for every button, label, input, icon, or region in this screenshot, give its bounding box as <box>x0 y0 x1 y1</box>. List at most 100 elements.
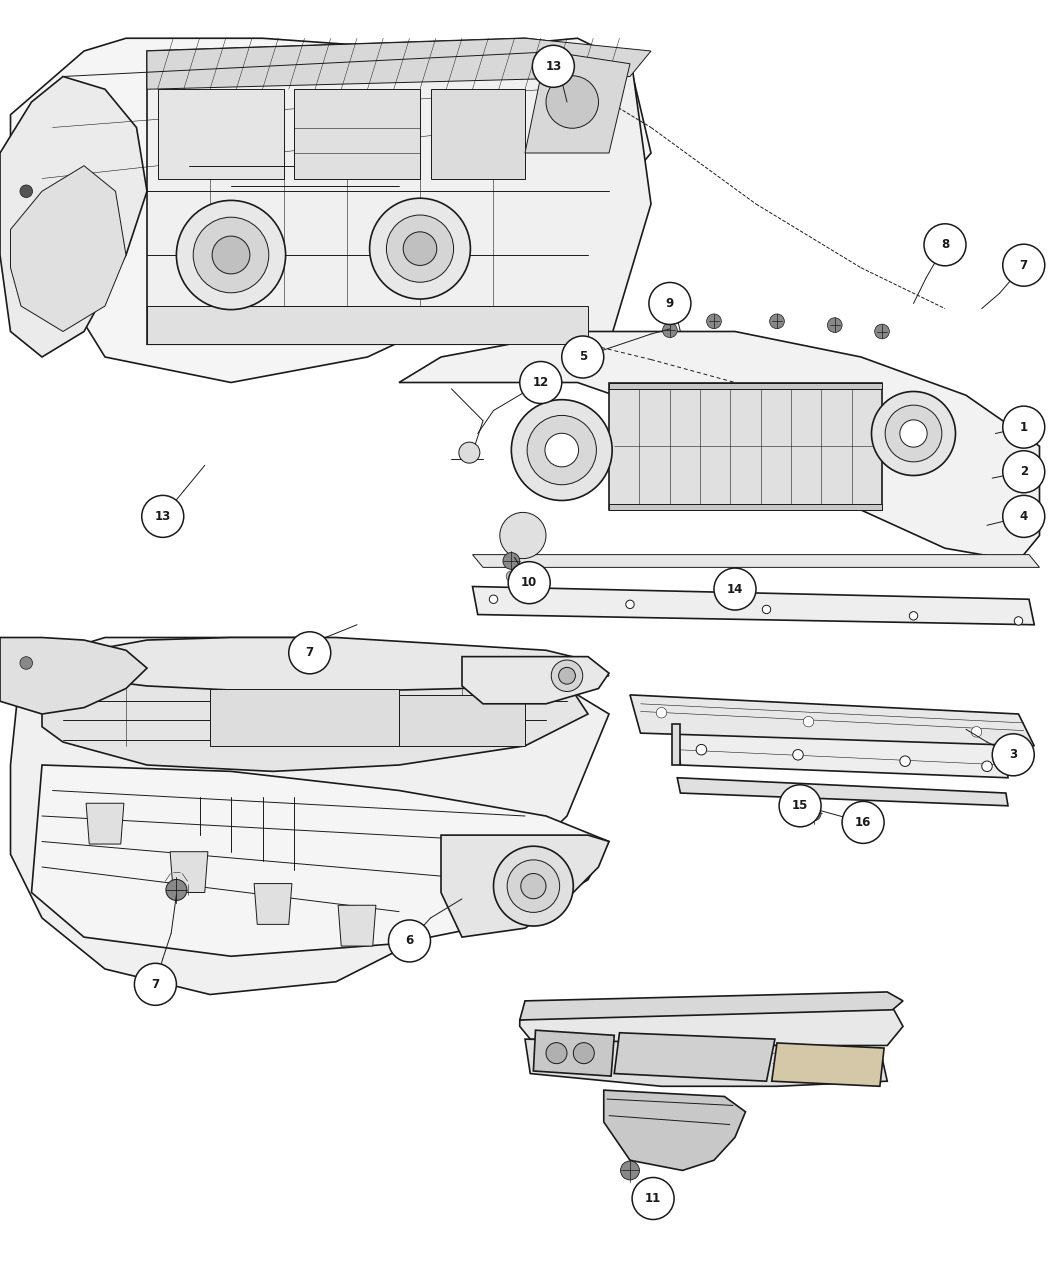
Polygon shape <box>609 382 882 510</box>
Circle shape <box>806 806 821 821</box>
Text: 13: 13 <box>154 510 171 523</box>
Circle shape <box>992 734 1034 775</box>
Polygon shape <box>21 638 609 691</box>
Circle shape <box>762 606 771 613</box>
Circle shape <box>842 802 884 843</box>
Polygon shape <box>0 0 1050 612</box>
Circle shape <box>532 46 574 87</box>
Circle shape <box>793 750 803 760</box>
Text: 8: 8 <box>941 238 949 251</box>
Polygon shape <box>147 38 651 344</box>
Text: 7: 7 <box>306 646 314 659</box>
Circle shape <box>521 873 546 899</box>
Circle shape <box>649 283 691 324</box>
Polygon shape <box>672 724 680 765</box>
Polygon shape <box>472 555 1040 567</box>
Circle shape <box>1003 496 1045 537</box>
Polygon shape <box>10 166 126 332</box>
Polygon shape <box>147 306 588 344</box>
Text: 3: 3 <box>1009 748 1017 761</box>
Circle shape <box>714 569 756 609</box>
Circle shape <box>779 785 821 826</box>
Circle shape <box>289 632 331 673</box>
Polygon shape <box>525 1039 887 1086</box>
Text: 12: 12 <box>532 376 549 389</box>
Circle shape <box>875 324 889 339</box>
Text: 2: 2 <box>1020 465 1028 478</box>
Polygon shape <box>399 332 1040 561</box>
Text: 11: 11 <box>645 1192 662 1205</box>
Text: 10: 10 <box>521 576 538 589</box>
Circle shape <box>494 847 573 926</box>
Polygon shape <box>254 884 292 924</box>
Circle shape <box>770 314 784 329</box>
Text: 9: 9 <box>666 297 674 310</box>
Polygon shape <box>772 1043 884 1086</box>
Circle shape <box>696 745 707 755</box>
Circle shape <box>982 761 992 771</box>
Polygon shape <box>520 992 903 1020</box>
Text: 15: 15 <box>792 799 809 812</box>
Circle shape <box>909 612 918 620</box>
Text: 7: 7 <box>151 978 160 991</box>
Circle shape <box>707 314 721 329</box>
Circle shape <box>546 75 598 129</box>
Polygon shape <box>147 38 651 89</box>
Polygon shape <box>609 382 882 389</box>
Text: 13: 13 <box>545 60 562 73</box>
Circle shape <box>551 660 583 691</box>
Polygon shape <box>441 835 609 937</box>
Circle shape <box>872 391 956 476</box>
Polygon shape <box>86 803 124 844</box>
Polygon shape <box>677 724 1008 778</box>
Circle shape <box>193 217 269 293</box>
Polygon shape <box>604 1090 746 1170</box>
Circle shape <box>803 717 814 727</box>
Circle shape <box>827 317 842 333</box>
Circle shape <box>500 513 546 558</box>
Circle shape <box>1003 245 1045 286</box>
Polygon shape <box>338 905 376 946</box>
Polygon shape <box>525 51 630 153</box>
Circle shape <box>527 416 596 484</box>
Circle shape <box>1003 407 1045 448</box>
Circle shape <box>562 337 604 377</box>
Circle shape <box>971 727 982 737</box>
Polygon shape <box>399 695 525 746</box>
Circle shape <box>370 198 470 300</box>
Circle shape <box>545 434 579 467</box>
Polygon shape <box>170 852 208 892</box>
Text: 6: 6 <box>405 935 414 947</box>
Circle shape <box>900 419 927 448</box>
Circle shape <box>626 601 634 608</box>
Circle shape <box>1003 451 1045 492</box>
Polygon shape <box>42 669 588 771</box>
Circle shape <box>621 1162 639 1179</box>
Circle shape <box>632 1178 674 1219</box>
Text: 1: 1 <box>1020 421 1028 434</box>
Polygon shape <box>32 765 609 956</box>
Circle shape <box>403 232 437 265</box>
Text: 4: 4 <box>1020 510 1028 523</box>
Circle shape <box>924 224 966 265</box>
Circle shape <box>386 215 454 282</box>
Polygon shape <box>0 638 147 714</box>
Circle shape <box>885 405 942 462</box>
Text: 5: 5 <box>579 351 587 363</box>
Polygon shape <box>210 688 399 746</box>
Polygon shape <box>472 586 1034 625</box>
Circle shape <box>663 323 677 338</box>
Polygon shape <box>462 657 609 704</box>
Polygon shape <box>614 1033 775 1081</box>
Polygon shape <box>630 695 1034 746</box>
Polygon shape <box>609 504 882 510</box>
Polygon shape <box>10 638 609 994</box>
Polygon shape <box>10 38 651 382</box>
Circle shape <box>506 571 517 581</box>
Circle shape <box>508 562 550 603</box>
Circle shape <box>900 756 910 766</box>
Circle shape <box>212 236 250 274</box>
Circle shape <box>520 362 562 403</box>
Polygon shape <box>677 778 1008 806</box>
Text: 16: 16 <box>855 816 872 829</box>
